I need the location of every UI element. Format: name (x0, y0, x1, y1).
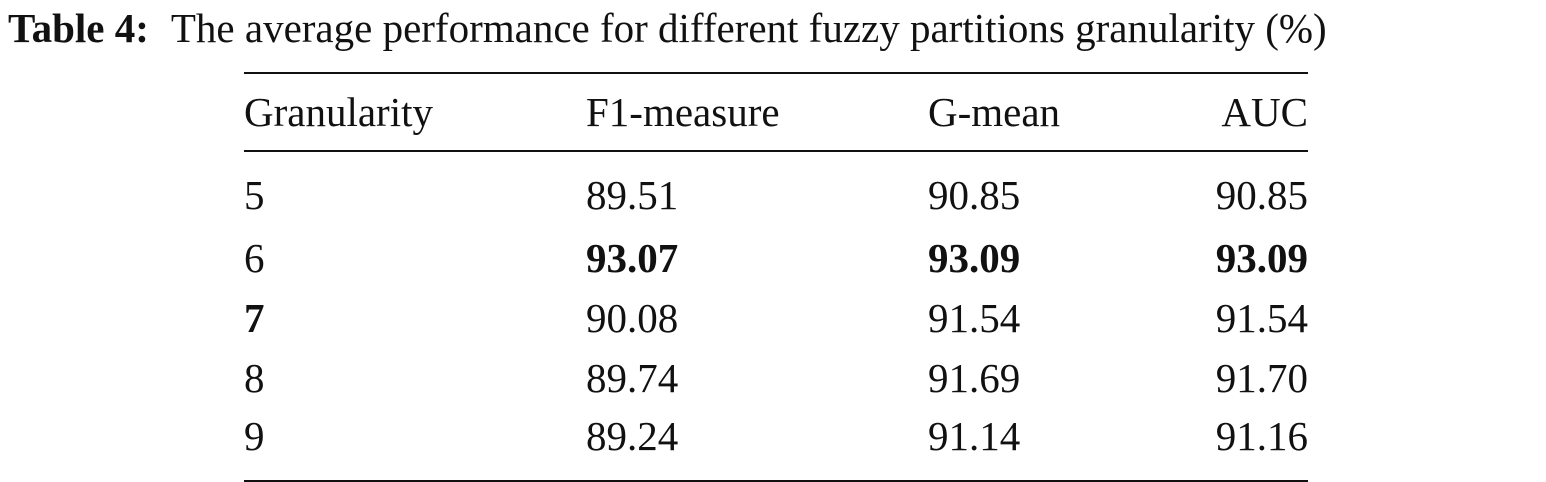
cell-auc: 90.85 (1215, 172, 1308, 218)
cell-g-mean: 90.85 (928, 172, 1021, 218)
cell-auc: 91.70 (1215, 355, 1308, 401)
table-header: Granularity F1-measure G-mean AUC (244, 73, 1308, 151)
cell-granularity: 6 (244, 235, 265, 281)
cell-g-mean: 93.09 (928, 235, 1021, 281)
table-row: 9 89.24 91.14 91.16 (244, 408, 1308, 481)
cell-granularity: 9 (244, 413, 265, 459)
cell-f1-measure: 93.07 (586, 235, 679, 281)
table-caption: Table 4: The average performance for diff… (8, 2, 1538, 54)
header-auc: AUC (1221, 89, 1308, 135)
cell-f1-measure: 89.24 (586, 413, 679, 459)
cell-granularity: 8 (244, 355, 265, 401)
header-f1-measure: F1-measure (586, 89, 780, 135)
header-row: Granularity F1-measure G-mean AUC (244, 73, 1308, 151)
cell-g-mean: 91.54 (928, 295, 1021, 341)
cell-f1-measure: 89.51 (586, 172, 679, 218)
cell-auc: 91.54 (1215, 295, 1308, 341)
cell-granularity: 7 (244, 295, 265, 341)
header-granularity: Granularity (244, 89, 433, 135)
results-table: Granularity F1-measure G-mean AUC 5 89.5… (244, 72, 1308, 482)
table-caption-label: Table 4: (8, 5, 149, 51)
cell-granularity: 5 (244, 172, 265, 218)
cell-g-mean: 91.69 (928, 355, 1021, 401)
results-table-wrapper: Granularity F1-measure G-mean AUC 5 89.5… (244, 72, 1308, 482)
table-body: 5 89.51 90.85 90.85 6 93.07 93.09 93.09 … (244, 151, 1308, 481)
cell-f1-measure: 90.08 (586, 295, 679, 341)
table-row: 5 89.51 90.85 90.85 (244, 151, 1308, 228)
cell-auc: 93.09 (1215, 235, 1308, 281)
cell-g-mean: 91.14 (928, 413, 1021, 459)
table-row: 6 93.07 93.09 93.09 (244, 228, 1308, 288)
cell-auc: 91.16 (1215, 413, 1308, 459)
table-row: 8 89.74 91.69 91.70 (244, 348, 1308, 408)
cell-f1-measure: 89.74 (586, 355, 679, 401)
table-row: 7 90.08 91.54 91.54 (244, 288, 1308, 348)
table-caption-text: The average performance for different fu… (170, 5, 1327, 51)
header-g-mean: G-mean (928, 89, 1061, 135)
